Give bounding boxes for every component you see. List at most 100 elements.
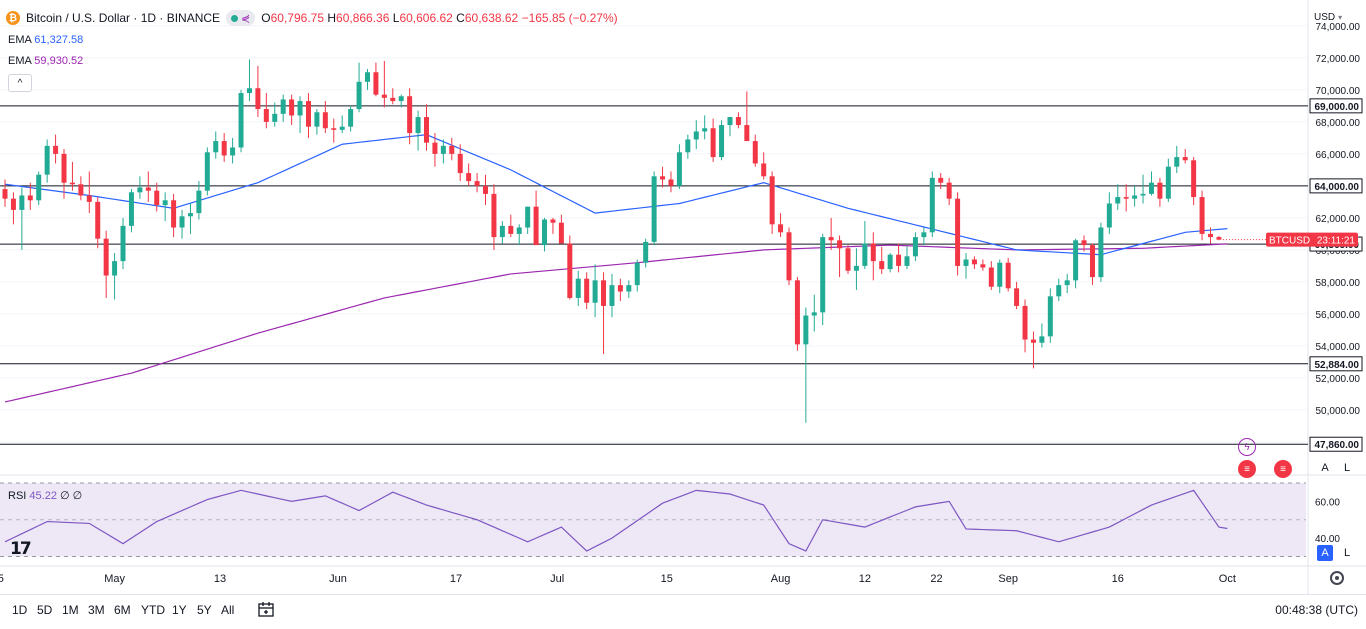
- candle-up: [112, 261, 118, 276]
- us-flag-event-icon[interactable]: ≡: [1238, 460, 1256, 478]
- candle-down: [1207, 233, 1213, 238]
- time-tick-label: May: [104, 573, 125, 585]
- ema-fast-legend[interactable]: EMA 61,327.58: [8, 34, 84, 46]
- date-range-calendar-icon[interactable]: [257, 600, 275, 618]
- candle-up: [1174, 157, 1180, 167]
- candle-down: [305, 101, 311, 127]
- rsi-auto-scale-button[interactable]: A: [1317, 545, 1333, 561]
- time-tick-label: Aug: [771, 573, 791, 585]
- candle-down: [752, 141, 758, 164]
- candle-up: [1106, 203, 1112, 228]
- candle-down: [1157, 182, 1163, 199]
- candle-down: [786, 232, 792, 281]
- level-axis-badge: [1309, 98, 1363, 114]
- time-tick-label: 5: [0, 573, 4, 585]
- candle-down: [424, 117, 429, 143]
- candle-up: [356, 81, 362, 110]
- chart-legend: ₿ Bitcoin / U.S. Dollar · 1D · BINANCE ⋞…: [6, 10, 618, 26]
- rsi-legend[interactable]: RSI 45.22 ∅ ∅: [8, 490, 83, 502]
- candle-up: [238, 93, 244, 148]
- ema-slow-legend[interactable]: EMA 59,930.52: [8, 55, 84, 67]
- candle-up: [187, 213, 193, 217]
- candle-down: [668, 179, 674, 186]
- rsi-tick-label: 60.00: [1315, 497, 1340, 508]
- low-value: 60,606.62: [399, 11, 453, 25]
- symbol-title[interactable]: Bitcoin / U.S. Dollar · 1D · BINANCE: [26, 11, 221, 25]
- time-tick-label: 17: [450, 573, 462, 585]
- candle-down: [483, 185, 489, 194]
- rsi-tick-label: 40.00: [1315, 534, 1340, 545]
- chart-canvas[interactable]: 74,000.00 72,000.00 70,000.00 68,000.00 66,0…: [0, 0, 1366, 594]
- candle-up: [997, 262, 1003, 287]
- range-6m-button[interactable]: 6M: [114, 603, 131, 617]
- auto-scale-button[interactable]: A: [1321, 462, 1329, 474]
- range-all-button[interactable]: All: [221, 603, 235, 617]
- candle-down: [946, 182, 952, 199]
- range-1d-button[interactable]: 1D: [12, 603, 28, 617]
- collapse-legend-button[interactable]: ^: [8, 74, 32, 92]
- candle-up: [162, 200, 168, 206]
- range-3m-button[interactable]: 3M: [88, 603, 105, 617]
- candle-down: [761, 163, 767, 177]
- candle-down: [407, 96, 413, 134]
- level-axis-label: 64,000.00: [1315, 182, 1360, 193]
- range-5d-button[interactable]: 5D: [37, 603, 53, 617]
- candle-down: [710, 128, 716, 158]
- candle-up: [1115, 197, 1121, 204]
- share-icon: ⋞: [241, 12, 251, 25]
- candle-up: [811, 312, 817, 316]
- candle-down: [584, 278, 590, 303]
- candle-down: [1182, 157, 1188, 161]
- candle-down: [86, 195, 92, 202]
- candle-down: [955, 198, 961, 266]
- candle-up: [1165, 166, 1171, 199]
- tradingview-logo: 17: [10, 539, 32, 559]
- candle-up: [702, 128, 708, 132]
- candle-down: [78, 184, 84, 196]
- high-value: 60,866.36: [336, 11, 390, 25]
- rsi-log-scale-button[interactable]: L: [1343, 547, 1351, 559]
- candle-up: [609, 285, 615, 306]
- ema-fast-value: 61,327.58: [34, 34, 84, 46]
- candle-down: [449, 145, 455, 154]
- range-5y-button[interactable]: 5Y: [197, 603, 212, 617]
- candle-down: [145, 187, 151, 191]
- time-tick-label: 22: [930, 573, 942, 585]
- currency-selector[interactable]: USD: [1314, 12, 1342, 23]
- us-flag-event-icon-2[interactable]: ≡: [1274, 460, 1292, 478]
- countdown-label: 23:11:21: [1317, 236, 1356, 247]
- range-1m-button[interactable]: 1M: [62, 603, 79, 617]
- lightning-event-icon[interactable]: ϟ: [1238, 438, 1256, 456]
- market-status-pill[interactable]: ⋞: [226, 10, 256, 26]
- candle-up: [727, 117, 733, 126]
- settings-gear-icon[interactable]: [1330, 571, 1344, 585]
- candle-down: [432, 142, 438, 154]
- candle-up: [651, 176, 657, 242]
- candle-down: [103, 238, 109, 276]
- range-1y-button[interactable]: 1Y: [172, 603, 187, 617]
- log-scale-button[interactable]: L: [1343, 462, 1351, 474]
- level-axis-label: 47,860.00: [1315, 440, 1360, 451]
- level-axis-label: 69,000.00: [1315, 102, 1360, 113]
- ema-fast-line: [4, 134, 1228, 256]
- candle-up: [348, 109, 354, 127]
- range-ytd-button[interactable]: YTD: [141, 603, 165, 617]
- rsi-line: [4, 489, 1228, 552]
- candle-up: [542, 219, 548, 246]
- candle-up: [297, 101, 303, 116]
- price-tick-label: 58,000.00: [1316, 278, 1361, 289]
- price-tick-label: 72,000.00: [1316, 54, 1361, 65]
- candle-down: [1216, 237, 1222, 240]
- utc-clock[interactable]: 00:48:38 (UTC): [1275, 603, 1358, 617]
- level-axis-label: 52,884.00: [1315, 360, 1360, 371]
- candle-down: [474, 181, 480, 186]
- candle-up: [339, 126, 345, 130]
- ema-slow-value: 59,930.52: [34, 55, 84, 67]
- bitcoin-icon: ₿: [6, 11, 20, 25]
- current-price-badge: [1266, 232, 1358, 247]
- price-tick-label: 52,000.00: [1316, 374, 1361, 385]
- candle-down: [938, 177, 944, 183]
- candle-down: [828, 237, 834, 241]
- current-symbol-label: BTCUSD: [1269, 236, 1310, 247]
- candle-down: [10, 198, 16, 210]
